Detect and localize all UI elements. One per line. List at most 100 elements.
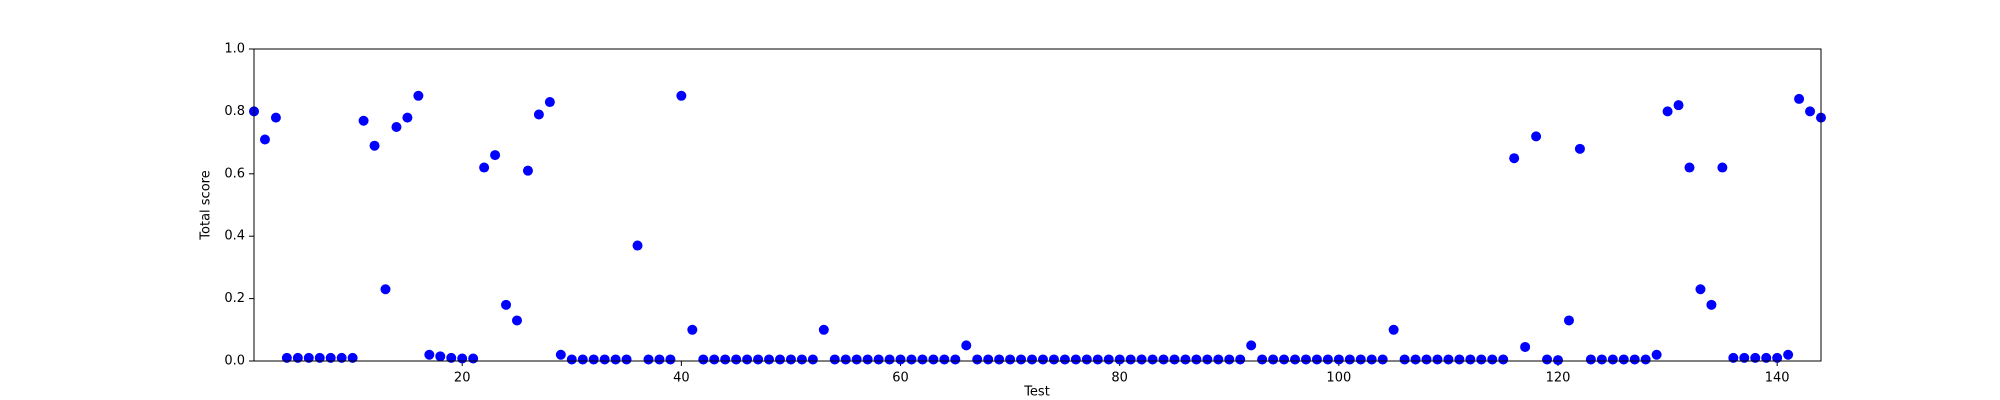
point	[1180, 354, 1191, 365]
point	[1136, 354, 1147, 365]
point	[1279, 354, 1290, 365]
point	[1706, 299, 1717, 310]
point	[632, 240, 643, 251]
point	[1235, 354, 1246, 365]
point	[1574, 143, 1585, 154]
x-tick-label: 80	[1111, 371, 1128, 386]
point	[1125, 354, 1136, 365]
point	[851, 354, 862, 365]
point	[259, 134, 270, 145]
point	[1596, 354, 1607, 365]
point	[1673, 100, 1684, 111]
point	[862, 354, 873, 365]
point	[643, 354, 654, 365]
x-axis-label: Test	[1023, 385, 1050, 400]
plot-frame	[253, 48, 1822, 362]
point	[1300, 354, 1311, 365]
point	[1322, 354, 1333, 365]
point	[1542, 354, 1553, 365]
point	[753, 354, 764, 365]
point	[796, 354, 807, 365]
x-tick-label: 20	[454, 371, 471, 386]
point	[358, 115, 369, 126]
point	[413, 90, 424, 101]
point	[1158, 354, 1169, 365]
x-tick-label: 40	[673, 371, 690, 386]
point	[303, 352, 314, 363]
y-axis-label: Total score	[199, 170, 214, 240]
point	[1695, 284, 1706, 295]
point	[1509, 153, 1520, 164]
point	[369, 140, 380, 151]
point	[665, 354, 676, 365]
point	[961, 340, 972, 351]
point	[1739, 352, 1750, 363]
point	[1290, 354, 1301, 365]
point	[533, 109, 544, 120]
point	[917, 354, 928, 365]
point	[1005, 354, 1016, 365]
point	[1070, 354, 1081, 365]
point	[1355, 354, 1366, 365]
point	[1027, 354, 1038, 365]
y-tick-label: 0.6	[224, 166, 245, 181]
y-tick-label: 0.8	[224, 104, 245, 119]
point	[983, 354, 994, 365]
point	[939, 354, 950, 365]
point	[687, 324, 698, 335]
point	[1246, 340, 1257, 351]
point	[1311, 354, 1322, 365]
point	[621, 354, 632, 365]
point	[1081, 354, 1092, 365]
point	[1498, 354, 1509, 365]
point	[829, 354, 840, 365]
point	[1092, 354, 1103, 365]
point	[873, 354, 884, 365]
point	[336, 352, 347, 363]
point	[446, 352, 457, 363]
point	[544, 97, 555, 108]
x-tick-label: 100	[1326, 371, 1351, 386]
point	[1399, 354, 1410, 365]
point	[1607, 354, 1618, 365]
point	[1257, 354, 1268, 365]
point	[785, 354, 796, 365]
point	[522, 165, 533, 176]
point	[1421, 354, 1432, 365]
point	[1531, 131, 1542, 142]
point	[325, 352, 336, 363]
point	[731, 354, 742, 365]
point	[424, 349, 435, 360]
point	[292, 352, 303, 363]
point	[774, 354, 785, 365]
point	[1224, 354, 1235, 365]
point	[380, 284, 391, 295]
point	[1443, 354, 1454, 365]
point	[698, 354, 709, 365]
point	[566, 354, 577, 365]
point	[994, 354, 1005, 365]
y-tick-label: 0.4	[224, 229, 245, 244]
point	[1640, 354, 1651, 365]
point	[720, 354, 731, 365]
point	[1520, 341, 1531, 352]
point	[818, 324, 829, 335]
x-tick-label: 60	[892, 371, 909, 386]
point	[884, 354, 895, 365]
point	[1048, 354, 1059, 365]
point	[457, 353, 468, 364]
point	[1213, 354, 1224, 365]
point	[281, 352, 292, 363]
point	[1662, 106, 1673, 117]
point	[1761, 352, 1772, 363]
point	[1333, 354, 1344, 365]
point	[468, 353, 479, 364]
point	[1783, 349, 1794, 360]
x-tick-label: 120	[1546, 371, 1571, 386]
point	[906, 354, 917, 365]
point	[490, 150, 501, 161]
point	[950, 354, 961, 365]
point	[1618, 354, 1629, 365]
y-tick-label: 0.0	[224, 354, 245, 369]
